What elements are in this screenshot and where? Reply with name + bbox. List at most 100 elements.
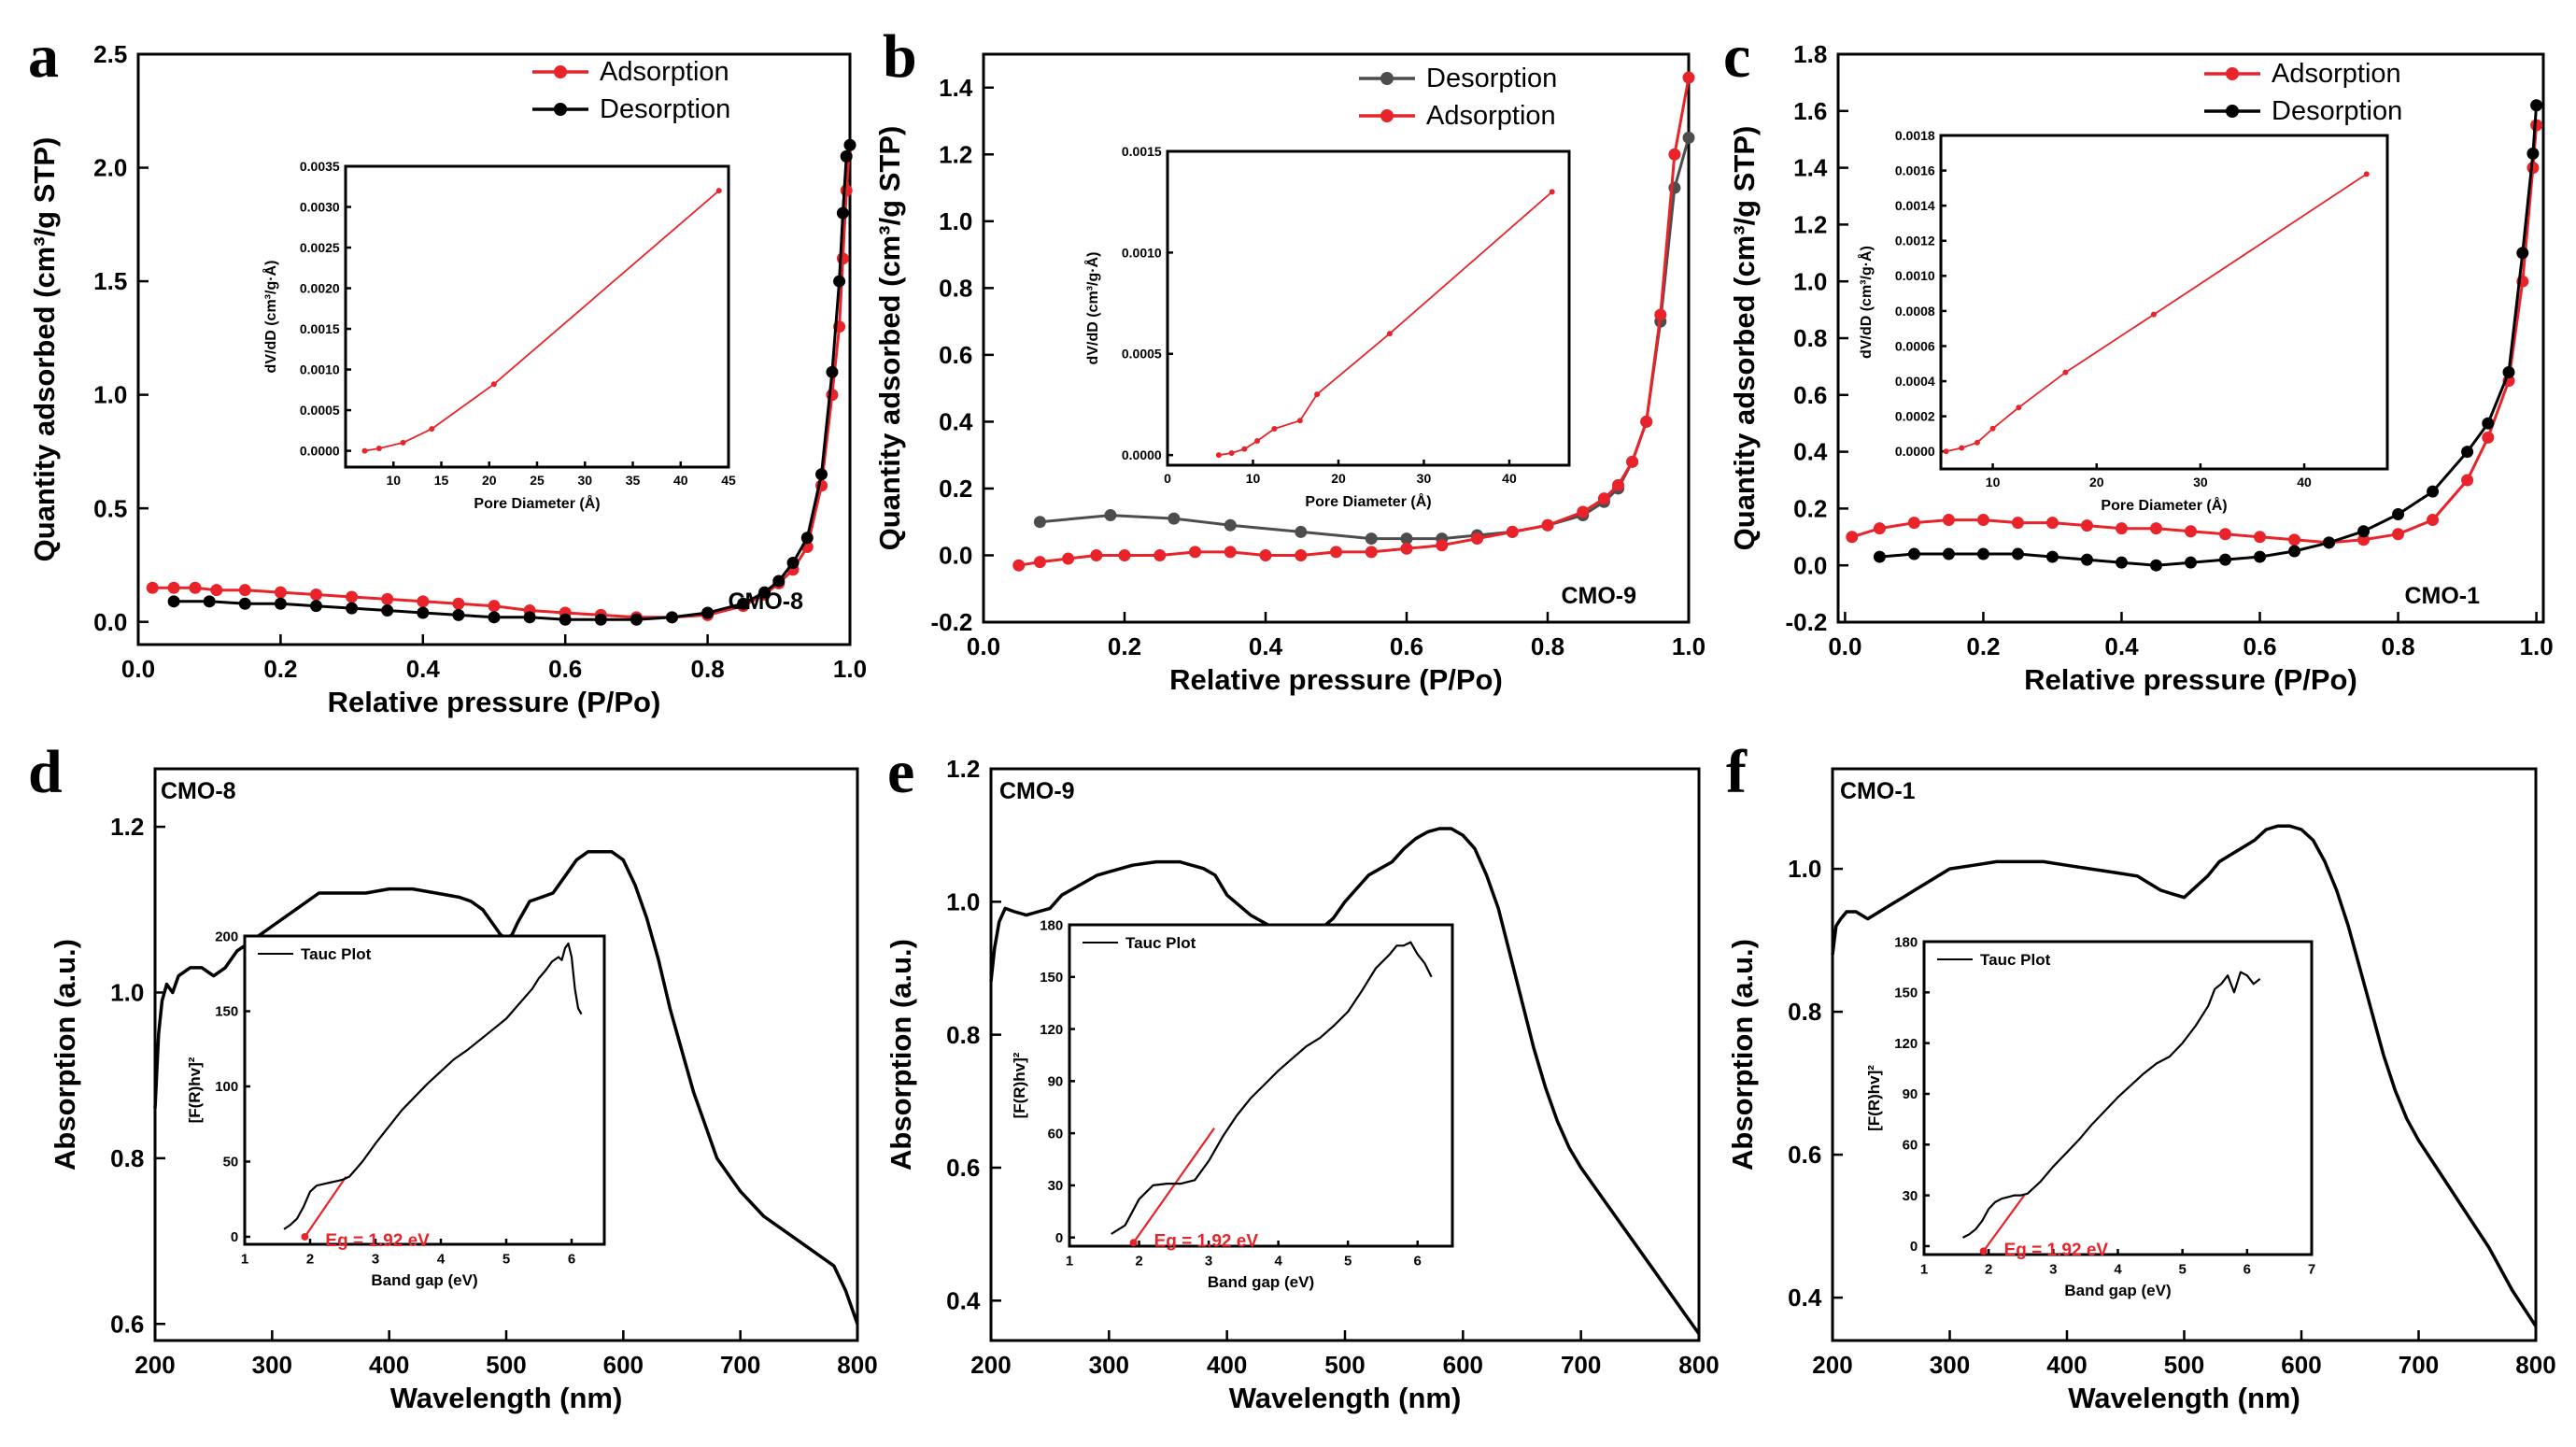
- plot-frame: [1166, 149, 1571, 467]
- y-tick-label: 1.0: [1793, 267, 1827, 295]
- x-tick-label: 0.2: [263, 655, 297, 683]
- data-point: [1577, 505, 1590, 518]
- panel-letter: e: [887, 738, 914, 806]
- x-axis-title: Band gap (eV): [371, 1271, 477, 1289]
- x-tick-label: 1.0: [1672, 632, 1706, 660]
- y-axis-title: Quantity adsorbed (cm³/g STP): [873, 126, 906, 551]
- data-point: [1682, 71, 1695, 84]
- y-axis-title: Quantity adsorbed (cm³/g STP): [1728, 126, 1761, 551]
- y-tick-label: 1.5: [93, 267, 127, 295]
- inset-background: [1168, 151, 1569, 465]
- data-point: [2363, 171, 2370, 177]
- data-point: [2185, 525, 2197, 538]
- legend-marker: [1380, 109, 1394, 122]
- x-tick-label: 30: [1417, 471, 1432, 486]
- data-point: [737, 597, 750, 610]
- y-tick-label: 1.0: [110, 979, 144, 1007]
- x-tick-label: 2: [1135, 1253, 1142, 1269]
- y-tick-label: 0.0005: [1122, 347, 1162, 362]
- legend-marker: [2226, 67, 2239, 80]
- panel-c: 0.0 0.2 0.4 0.6 0.8 1.0-0.20.00.20.40.60.81.0…: [1723, 22, 2554, 696]
- y-tick-label: 0.0015: [1122, 144, 1162, 159]
- y-tick-label: 60: [1048, 1126, 1064, 1142]
- plot-frame: [243, 934, 606, 1246]
- data-point: [1154, 548, 1167, 561]
- data-point: [1654, 308, 1667, 321]
- data-point: [1436, 539, 1449, 552]
- data-point: [523, 611, 536, 624]
- x-tick-label: 500: [1324, 1351, 1365, 1379]
- data-point: [167, 595, 180, 608]
- data-point: [1959, 445, 1965, 451]
- x-tick-label: 0.8: [2381, 632, 2414, 660]
- x-tick-label: 10: [1246, 471, 1261, 486]
- data-point: [2427, 514, 2440, 527]
- x-tick-label: 0.4: [406, 655, 441, 683]
- y-axis-title: [F(R)hv]²: [1865, 1065, 1883, 1131]
- x-tick-label: 0.8: [1531, 632, 1564, 660]
- inset-background: [1941, 135, 2387, 469]
- legend-label: Adsorption: [600, 57, 729, 87]
- x-tick-label: 6: [568, 1251, 575, 1267]
- x-tick-label: 400: [1207, 1351, 1247, 1379]
- data-point: [2011, 517, 2024, 530]
- x-tick-label: 500: [2164, 1351, 2204, 1379]
- x-axis-title: Band gap (eV): [2064, 1282, 2171, 1299]
- y-tick-label: 0.4: [1788, 1284, 1822, 1312]
- y-tick-label: 30: [1903, 1188, 1918, 1204]
- data-point: [238, 597, 251, 610]
- inset-background: [1069, 925, 1452, 1246]
- y-tick-label: 0.0000: [1122, 447, 1162, 462]
- y-tick-label: 180: [1040, 917, 1063, 933]
- x-tick-label: 0.6: [548, 655, 582, 683]
- x-tick-label: 5: [2178, 1261, 2186, 1277]
- x-tick-label: 0.0: [967, 632, 1000, 660]
- x-tick-label: 2: [1985, 1261, 1992, 1277]
- data-point: [833, 275, 846, 288]
- x-tick-label: 6: [2243, 1261, 2251, 1277]
- x-axis-title: Pore Diameter (Å): [2101, 496, 2227, 514]
- y-axis-title: [F(R)hv]²: [1011, 1052, 1028, 1118]
- x-tick-label: 7: [2308, 1261, 2315, 1277]
- legend-marker: [2226, 105, 2239, 118]
- y-axis-title: [F(R)hv]²: [186, 1057, 204, 1123]
- y-tick-label: 0.0025: [300, 240, 340, 255]
- x-axis-title: Pore Diameter (Å): [1305, 492, 1431, 510]
- legend-label: Desorption: [600, 94, 730, 124]
- x-tick-label: 40: [1502, 471, 1517, 486]
- y-tick-label: 0.0014: [1895, 198, 1935, 213]
- y-tick-label: 0.0016: [1895, 163, 1935, 177]
- data-point: [701, 606, 715, 619]
- data-point: [417, 595, 430, 608]
- x-tick-label: 40: [2297, 475, 2312, 489]
- data-point: [452, 608, 465, 621]
- inset-c: 10 20 30 40 0.0000 0.0002 0.0004 0.0006 0.0008 0.…: [1857, 128, 2389, 514]
- y-tick-label: 50: [223, 1155, 239, 1170]
- y-tick-label: 0.0000: [300, 443, 340, 458]
- data-point: [1314, 391, 1321, 398]
- data-point: [2045, 550, 2059, 563]
- data-point: [1942, 514, 1955, 527]
- x-tick-label: 30: [577, 473, 592, 488]
- plot-frame: [1068, 923, 1454, 1248]
- panel-b: 0.0 0.2 0.4 0.6 0.8 1.0-0.20.00.20.40.60.81.0…: [873, 22, 1706, 696]
- data-point: [840, 149, 853, 163]
- data-point: [1907, 517, 1920, 530]
- y-tick-label: 2.0: [93, 154, 127, 182]
- y-axis-title: dV/dD (cm³/g·Å): [1857, 246, 1875, 359]
- y-tick-label: 0.0002: [1895, 409, 1935, 424]
- data-point: [1541, 518, 1554, 532]
- y-tick-label: 180: [1894, 934, 1918, 950]
- data-point: [1241, 446, 1248, 452]
- x-tick-label: 400: [2046, 1351, 2087, 1379]
- y-tick-label: 0.6: [110, 1310, 144, 1338]
- y-tick-label: 0.0015: [300, 321, 340, 336]
- fit-intercept-point: [1979, 1247, 1988, 1255]
- data-point: [1296, 418, 1303, 424]
- inset-d: 1 2 3 4 5 6 0 50 100 150 200 Band gap (eV) [F(R)hv]²…: [186, 929, 606, 1289]
- data-point: [2045, 517, 2059, 530]
- data-point: [1873, 550, 1886, 563]
- data-point: [203, 595, 216, 608]
- fit-intercept-point: [301, 1232, 309, 1241]
- legend-marker: [1380, 72, 1394, 85]
